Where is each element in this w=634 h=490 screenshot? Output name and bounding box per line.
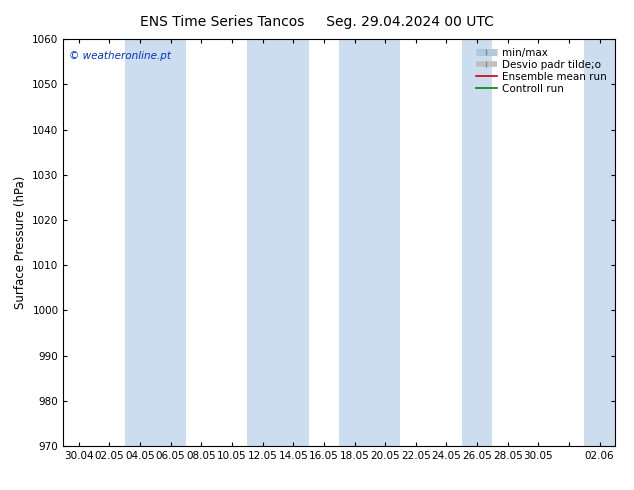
Text: © weatheronline.pt: © weatheronline.pt <box>69 51 171 61</box>
Legend: min/max, Desvio padr tilde;o, Ensemble mean run, Controll run: min/max, Desvio padr tilde;o, Ensemble m… <box>473 45 610 97</box>
Bar <box>585 39 615 446</box>
Bar <box>247 39 309 446</box>
Text: ENS Time Series Tancos     Seg. 29.04.2024 00 UTC: ENS Time Series Tancos Seg. 29.04.2024 0… <box>140 15 494 29</box>
Y-axis label: Surface Pressure (hPa): Surface Pressure (hPa) <box>14 176 27 309</box>
Bar <box>462 39 493 446</box>
Bar <box>339 39 401 446</box>
Bar <box>125 39 186 446</box>
